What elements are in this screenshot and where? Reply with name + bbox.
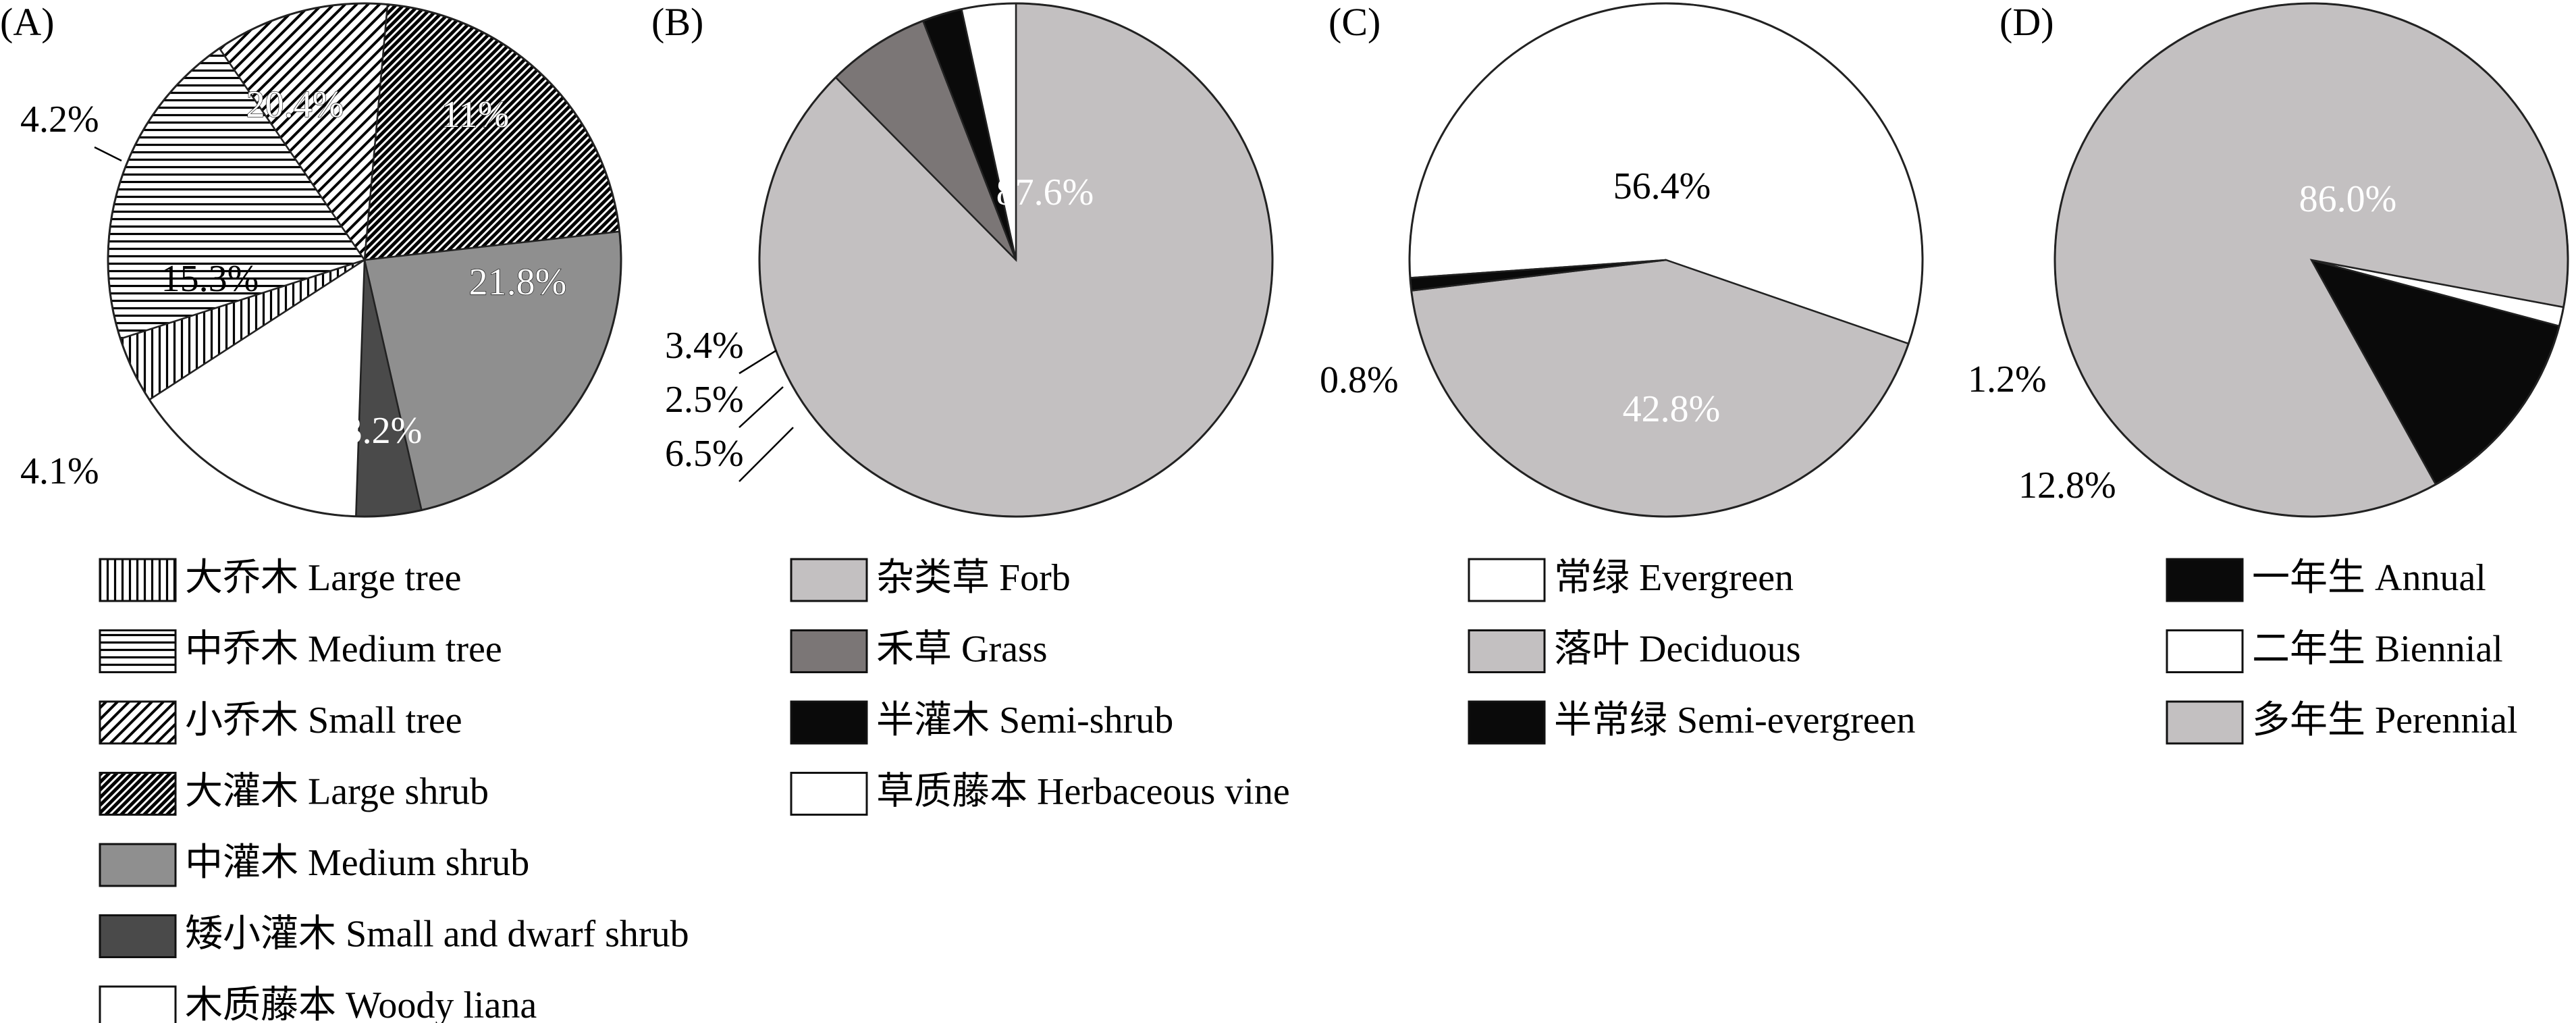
slice-value-label: 21.8%: [469, 261, 567, 303]
legend-entry-label: 小乔木 Small tree: [185, 700, 462, 741]
legend-swatch: [2166, 700, 2244, 745]
pie-chart-3: (C) 56.4% 42.8% 0.8% 常绿 Evergreen 落叶 Deciduou…: [1320, 0, 1924, 745]
legend-swatch: [1468, 558, 1546, 602]
legend-swatch: [790, 558, 868, 602]
legend-entry-label: 禾草 Grass: [876, 628, 1048, 670]
legend-entry-label: 落叶 Deciduous: [1554, 628, 1801, 670]
leader-line: [94, 146, 122, 162]
panel-label: (C): [1329, 0, 1380, 44]
legend-swatch: [99, 843, 177, 887]
pie-outline: [1408, 2, 1924, 518]
slice-value-label: 4.2%: [20, 99, 99, 140]
slice-value-label: 3.4%: [665, 325, 744, 367]
slice-value-label: 6.5%: [665, 433, 744, 475]
leader-line: [739, 349, 777, 375]
pie-outline: [2054, 2, 2569, 518]
legend-swatch: [99, 914, 177, 958]
legend-entry-label: 半常绿 Semi-evergreen: [1554, 700, 1915, 741]
panel-label: (A): [0, 0, 55, 44]
legend-entry-label: 木质藤本 Woody liana: [185, 985, 537, 1023]
slice-value-label: 23.2%: [325, 410, 423, 452]
legend: 杂类草 Forb 禾草 Grass 半灌木 Semi-shrub 草质藤本 Herba…: [790, 557, 1290, 816]
panel-label: (D): [2000, 0, 2054, 44]
legend: 一年生 Annual 二年生 Biennial 多年生 Perennial: [2166, 557, 2517, 745]
legend-swatch: [1468, 700, 1546, 745]
legend-swatch: [99, 985, 177, 1023]
legend-swatch: [99, 700, 177, 745]
pie-chart-4: (D) 12.8% 1.2% 86.0% 一年生 Annual 二年生 Biennial 多…: [1968, 0, 2569, 745]
legend-entry-label: 草质藤本 Herbaceous vine: [876, 770, 1290, 812]
legend-swatch: [99, 558, 177, 602]
pie-outline: [107, 2, 622, 518]
legend-entry-label: 一年生 Annual: [2252, 557, 2486, 599]
legend-entry-label: 大乔木 Large tree: [185, 557, 461, 599]
slice-value-label: 2.5%: [665, 379, 744, 421]
slice-value-label: 42.8%: [1623, 388, 1721, 430]
legend-entry-label: 二年生 Biennial: [2252, 628, 2503, 670]
legend-entry-label: 常绿 Evergreen: [1554, 557, 1794, 599]
slice-value-label: 1.2%: [1968, 359, 2047, 400]
slice-value-label: 11%: [441, 94, 510, 136]
leader-line: [739, 427, 794, 482]
slice-value-label: 4.1%: [20, 450, 99, 492]
legend-swatch: [99, 629, 177, 673]
slice-value-label: 86.0%: [2299, 178, 2397, 220]
legend-swatch: [790, 772, 868, 816]
legend: 大乔木 Large tree 中乔木 Medium tree 小乔木 Small t…: [99, 557, 689, 1023]
slice-value-label: 20.4%: [246, 84, 344, 126]
pie-chart-1: (A) 4.2% 20.4% 11% 21.8% 23.2% 4.1% 15.3% 大乔木 La…: [0, 0, 689, 1023]
legend-entry-label: 矮小灌木 Small and dwarf shrub: [185, 913, 689, 955]
legend-entry-label: 杂类草 Forb: [876, 557, 1071, 599]
legend-entry-label: 中乔木 Medium tree: [185, 628, 502, 670]
legend-swatch: [99, 772, 177, 816]
legend-entry-label: 大灌木 Large shrub: [185, 770, 489, 812]
slice-value-label: 12.8%: [2018, 465, 2116, 506]
legend-swatch: [1468, 629, 1546, 673]
panel-label: (B): [651, 0, 703, 44]
slice-value-label: 56.4%: [1613, 165, 1711, 207]
legend-entry-label: 半灌木 Semi-shrub: [876, 700, 1173, 741]
legend: 常绿 Evergreen 落叶 Deciduous 半常绿 Semi-evergre…: [1468, 557, 1915, 745]
slice-value-label: 0.8%: [1320, 359, 1399, 401]
legend-swatch: [2166, 629, 2244, 673]
slice-value-label: 87.6%: [996, 172, 1094, 213]
legend-swatch: [790, 629, 868, 673]
pie-outline: [758, 2, 1274, 518]
legend-entry-label: 中灌木 Medium shrub: [185, 842, 529, 884]
legend-entry-label: 多年生 Perennial: [2252, 700, 2517, 741]
legend-swatch: [790, 700, 868, 745]
pie-chart-2: (B) 87.6% 6.5% 2.5% 3.4% 杂类草 Forb 禾草 Grass 半灌木 …: [651, 0, 1290, 816]
slice-value-label: 15.3%: [161, 258, 259, 300]
leader-line: [739, 386, 784, 428]
legend-swatch: [2166, 558, 2244, 602]
